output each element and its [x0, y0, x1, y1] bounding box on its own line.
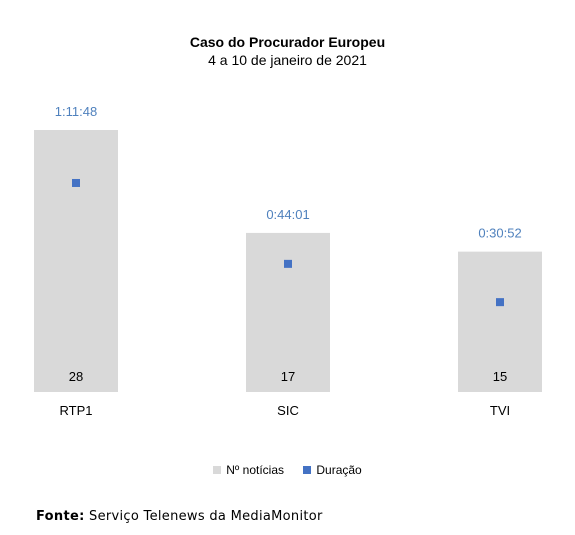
duracao-value-label: 0:30:52: [478, 226, 521, 241]
source-text: Serviço Telenews da MediaMonitor: [89, 509, 323, 524]
chart-title: Caso do Procurador Europeu: [189, 34, 386, 50]
x-tick-label: RTP1: [60, 403, 93, 418]
source-note: Fonte: Serviço Telenews da MediaMonitor: [36, 509, 323, 524]
legend-label-duracao: Duração: [316, 463, 362, 477]
duracao-value-label: 0:44:01: [266, 207, 309, 222]
bar-rtp1: [34, 130, 118, 392]
bar-sic: [246, 232, 330, 392]
chart-legend: Nº notícias Duração: [0, 463, 575, 477]
x-tick-label: SIC: [277, 403, 299, 418]
legend-label-noticias: Nº notícias: [226, 463, 285, 477]
legend-item-duracao: Duração: [303, 463, 362, 477]
x-tick-label: TVI: [490, 403, 510, 418]
chart-subtitle: 4 a 10 de janeiro de 2021: [208, 52, 367, 68]
legend-swatch-duracao: [303, 466, 312, 474]
bar-tvi: [458, 251, 542, 392]
duracao-point: [72, 178, 80, 187]
bar-value-label: 15: [493, 369, 507, 384]
duracao-point: [496, 298, 504, 307]
duracao-point: [284, 259, 292, 268]
bar-value-label: 17: [281, 369, 295, 384]
duracao-value-label: 1:11:48: [55, 104, 97, 119]
bar-value-label: 28: [69, 369, 83, 384]
source-label: Fonte:: [36, 509, 85, 524]
legend-swatch-noticias: [213, 466, 222, 474]
legend-item-noticias: Nº notícias: [213, 463, 284, 477]
